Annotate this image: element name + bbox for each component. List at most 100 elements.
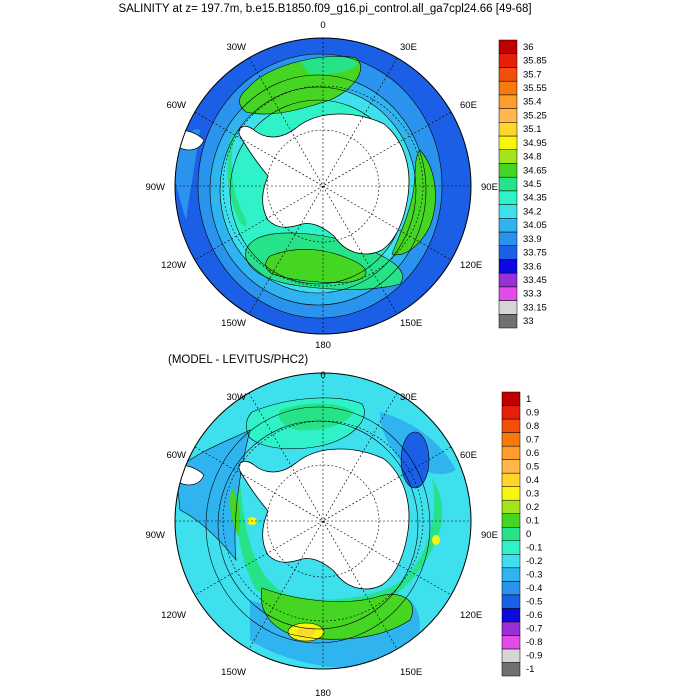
colorbar-swatch [498, 272, 518, 288]
colorbar-tick-label: -0.3 [526, 570, 542, 581]
colorbar-difference: 1 0.9 0.8 0.7 0.6 0.5 0.4 0.3 0.2 0.1 0 -0.1 -0.2 -0.… [501, 391, 542, 677]
colorbar-tick-label: -0.6 [526, 610, 542, 621]
lon-label: 30E [400, 392, 417, 403]
map-border-bottom [174, 372, 472, 670]
colorbar-tick-label: 36 [523, 42, 534, 53]
salinity-field [175, 38, 471, 334]
colorbar-swatch [501, 635, 521, 650]
colorbar-swatch [498, 190, 518, 205]
colorbar-swatch [498, 163, 518, 178]
lon-label: 60E [460, 100, 477, 111]
colorbar-swatch [501, 581, 521, 596]
colorbar-tick-label: 34.05 [523, 220, 547, 231]
colorbar-tick-label: 0.8 [526, 421, 539, 432]
colorbar-swatch [498, 135, 518, 150]
lon-label: 180 [315, 340, 331, 351]
graticule-bottom [175, 373, 471, 669]
colorbar-tick-label: 0.1 [526, 515, 539, 526]
lon-label: 30W [226, 392, 246, 403]
colorbar-tick-label: -0.1 [526, 543, 542, 554]
colorbar-tick-label: 0 [526, 529, 531, 540]
colorbar-tick-label: -0.7 [526, 624, 542, 635]
lon-label: 60E [460, 450, 477, 461]
colorbar-swatch [498, 231, 518, 246]
colorbar-tick-label: -1 [526, 664, 534, 675]
colorbar-tick-label: 1 [526, 394, 531, 405]
colorbar-swatch [501, 513, 521, 528]
colorbar-swatch [501, 418, 521, 433]
colorbar-tick-label: 34.2 [523, 206, 542, 217]
lon-label: 150W [221, 667, 246, 678]
lon-label: 120E [460, 260, 482, 271]
colorbar-swatch [501, 499, 521, 514]
graticule-top [175, 38, 471, 334]
longitude-labels-top: 0 30E 60E 90E 120E 150E 180 150W 120W 90… [145, 20, 497, 351]
salinity-map: 0 30E 60E 90E 120E 150E 180 150W 120W 90… [145, 20, 497, 351]
colorbar-tick-label: -0.9 [526, 651, 542, 662]
colorbar-tick-label: 0.2 [526, 502, 539, 513]
colorbar-swatch [501, 486, 521, 501]
colorbar-tick-label: 33.15 [523, 302, 547, 313]
colorbar-swatch [498, 108, 518, 123]
colorbar-tick-label: 35.85 [523, 56, 547, 67]
colorbar-tick-label: 0.4 [526, 475, 539, 486]
lon-label: 150W [221, 318, 246, 329]
colorbar-tick-label: 0.5 [526, 461, 539, 472]
colorbar-swatch [501, 621, 521, 636]
colorbar-swatch [498, 245, 518, 260]
difference-field [175, 373, 471, 669]
lon-label: 120E [460, 610, 482, 621]
colorbar-swatch [501, 540, 521, 555]
colorbar-tick-label: 33.6 [523, 261, 542, 272]
colorbar-tick-label: 0.9 [526, 407, 539, 418]
colorbar-tick-label: 35.55 [523, 83, 547, 94]
colorbar-tick-label: 0.6 [526, 448, 539, 459]
colorbar-swatch [501, 554, 521, 569]
colorbar-salinity: 36 35.85 35.7 35.55 35.4 35.25 35.1 34.95 34.8 34… [498, 39, 547, 329]
colorbar-swatch [498, 53, 518, 68]
colorbar-swatch [501, 567, 521, 582]
colorbar-swatch [501, 432, 521, 447]
lon-label: 30E [400, 42, 417, 53]
colorbar-swatch [501, 526, 521, 542]
colorbar-tick-label: -0.2 [526, 556, 542, 567]
colorbar-tick-label: 0.7 [526, 434, 539, 445]
colorbar-swatch [501, 445, 521, 460]
colorbar-swatch [501, 662, 521, 677]
chart-title-bottom: (MODEL - LEVITUS/PHC2) [168, 354, 309, 366]
colorbar-tick-label: 34.35 [523, 193, 547, 204]
colorbar-swatch [501, 405, 521, 420]
lon-label: 90W [145, 530, 165, 541]
colorbar-swatch [498, 218, 518, 233]
lon-label: 120W [161, 260, 186, 271]
difference-map: 0 30E 60E 90E 120E 150E 180 150W 120W 90… [145, 370, 497, 699]
lon-label: 150E [400, 318, 422, 329]
map-border-top [174, 37, 472, 335]
lon-label: 0 [320, 370, 325, 381]
colorbar-tick-label: 35.1 [523, 124, 542, 135]
lon-label: 120W [161, 610, 186, 621]
lon-label: 90W [145, 182, 165, 193]
colorbar-swatch [498, 300, 518, 315]
lon-label: 60W [166, 100, 186, 111]
colorbar-swatch [501, 594, 521, 609]
colorbar-swatch [498, 204, 518, 219]
colorbar-swatch [498, 39, 518, 54]
lon-label: 90E [481, 530, 498, 541]
colorbar-tick-label: -0.4 [526, 583, 542, 594]
colorbar-swatch [498, 286, 518, 301]
lon-label: 30W [226, 42, 246, 53]
colorbar-tick-label: 35.25 [523, 110, 547, 121]
longitude-labels-bottom: 0 30E 60E 90E 120E 150E 180 150W 120W 90… [145, 370, 497, 699]
colorbar-tick-label: 33.75 [523, 248, 547, 259]
colorbar-swatch [501, 472, 521, 487]
colorbar-swatch [498, 149, 518, 164]
colorbar-swatch [498, 176, 518, 192]
colorbar-tick-label: 34.5 [523, 179, 542, 190]
lon-label: 60W [166, 450, 186, 461]
colorbar-tick-label: 33 [523, 316, 534, 327]
lon-label: 180 [315, 688, 331, 699]
colorbar-tick-label: -0.5 [526, 597, 542, 608]
colorbar-tick-label: 34.8 [523, 152, 542, 163]
